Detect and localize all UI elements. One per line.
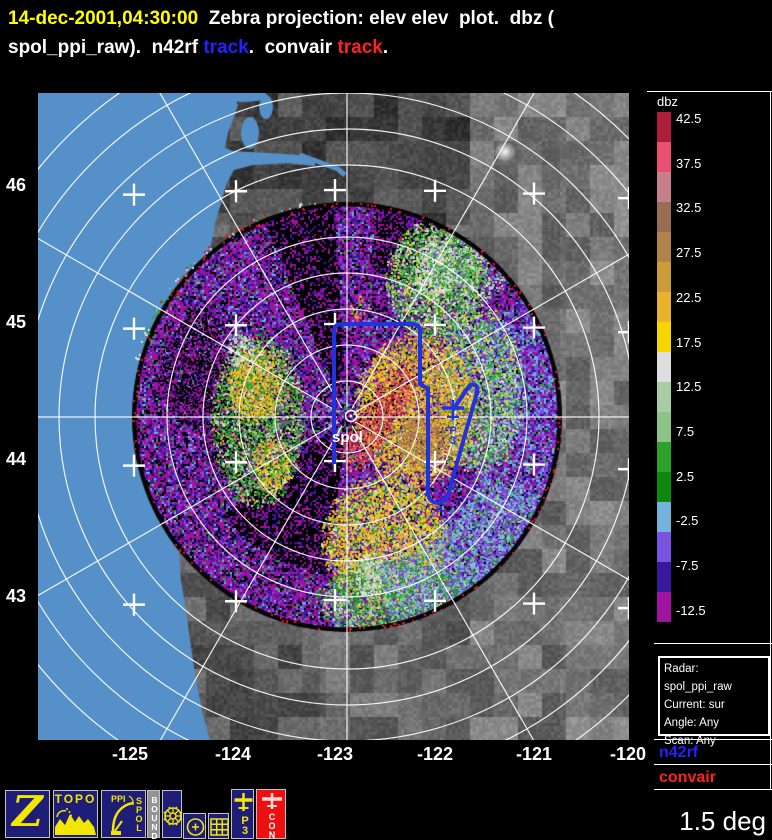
colorbar-tick: 2.5 — [676, 469, 695, 484]
n42rf-track-link: track — [203, 37, 249, 58]
radar-status-panel: Radar: spol_ppi_raw Current: sur Angle: … — [658, 656, 770, 747]
colorbar-tick: 17.5 — [676, 335, 702, 350]
colorbar-block — [657, 322, 671, 352]
radar-map-canvas[interactable] — [38, 93, 629, 740]
elevation-angle-readout: 1.5 deg — [679, 806, 766, 836]
lon-label--123: -123 — [316, 744, 354, 764]
ppi-spol-button[interactable]: PPI SPOL — [101, 790, 146, 838]
panel-divider-right — [770, 91, 771, 790]
colorbar-title: dbz — [657, 94, 678, 109]
colorbar-tick: 32.5 — [676, 200, 702, 215]
zebra-button[interactable]: Z — [5, 787, 50, 838]
grid-icon — [210, 818, 229, 836]
divider — [654, 739, 772, 740]
colorbar-block — [657, 442, 671, 472]
lon-label--124: -124 — [214, 744, 252, 764]
colorbar-tick: 27.5 — [676, 245, 702, 260]
grid-table-button[interactable] — [208, 813, 229, 839]
radar-dish-icon — [111, 795, 134, 835]
title-line2: spol_ppi_raw). n42rf track. convair trac… — [8, 37, 389, 58]
colorbar-block — [657, 412, 671, 442]
divider — [654, 764, 772, 765]
sounding-icon — [186, 818, 205, 836]
lat-label-43: 43 — [6, 586, 27, 606]
p3-airplane-icon — [234, 793, 253, 811]
lat-label-46: 46 — [6, 175, 27, 195]
convair-track-button[interactable]: CON — [256, 789, 286, 839]
lon-label--122: -122 — [416, 744, 454, 764]
colorbar-block — [657, 262, 671, 292]
colorbar-tick: 7.5 — [676, 424, 695, 439]
colorbar-block — [657, 112, 671, 142]
topo-button[interactable]: TOPO — [53, 790, 98, 838]
colorbar-block — [657, 142, 671, 172]
lon-label--120: -120 — [609, 744, 647, 764]
convair-airplane-icon — [262, 793, 282, 809]
colorbar-block — [657, 202, 671, 232]
aircraft-item-n42rf[interactable]: n42rf — [659, 744, 699, 761]
scan-wheel-icon — [163, 806, 183, 826]
colorbar-block — [657, 532, 671, 562]
map-viewport[interactable]: P 3 spol — [38, 93, 629, 740]
status-radar: Radar: spol_ppi_raw — [664, 663, 732, 693]
colorbar-block — [657, 382, 671, 412]
status-current: Current: sur — [664, 699, 725, 711]
colorbar-tick: -7.5 — [676, 558, 699, 573]
lon-label--125: -125 — [111, 744, 149, 764]
sounding-button[interactable] — [183, 813, 206, 839]
status-scan: Scan: Any — [664, 735, 716, 747]
status-angle: Angle: Any — [664, 717, 719, 729]
lat-label-44: 44 — [6, 449, 27, 469]
colorbar-block — [657, 292, 671, 322]
divider — [654, 789, 772, 790]
colorbar-tick: 37.5 — [676, 156, 702, 171]
colorbar-block — [657, 472, 671, 502]
topo-mountains-icon — [55, 808, 96, 835]
colorbar-tick: -2.5 — [676, 513, 699, 528]
window-title: 14-dec-2001,04:30:00 Zebra projection: e… — [8, 4, 768, 62]
title-line1: 14-dec-2001,04:30:00 Zebra projection: e… — [8, 4, 768, 33]
colorbar-tick: 22.5 — [676, 290, 702, 305]
bounds-button[interactable]: BOUNDS — [147, 790, 160, 840]
title-text: Zebra projection: elev elev plot. dbz ( — [198, 8, 554, 29]
colorbar-tick: -12.5 — [676, 603, 706, 618]
aircraft-item-convair[interactable]: convair — [659, 769, 716, 786]
colorbar-block — [657, 352, 671, 382]
p3-track-button[interactable]: P3 — [231, 789, 254, 839]
convair-track-link: track — [337, 37, 383, 58]
colorbar-block — [657, 592, 671, 622]
colorbar-block — [657, 502, 671, 532]
scan-wheel-button[interactable] — [162, 790, 183, 838]
colorbar-block — [657, 172, 671, 202]
colorbar-block — [657, 232, 671, 262]
lat-label-45: 45 — [6, 312, 27, 332]
divider — [654, 643, 772, 644]
lon-label--121: -121 — [515, 744, 553, 764]
colorbar-block — [657, 562, 671, 592]
zebra-logo-icon: Z — [12, 787, 43, 836]
panel-divider-top — [647, 91, 772, 92]
colorbar-tick: 12.5 — [676, 379, 702, 394]
title-timestamp: 14-dec-2001,04:30:00 — [8, 8, 199, 29]
colorbar-tick: 42.5 — [676, 111, 702, 126]
